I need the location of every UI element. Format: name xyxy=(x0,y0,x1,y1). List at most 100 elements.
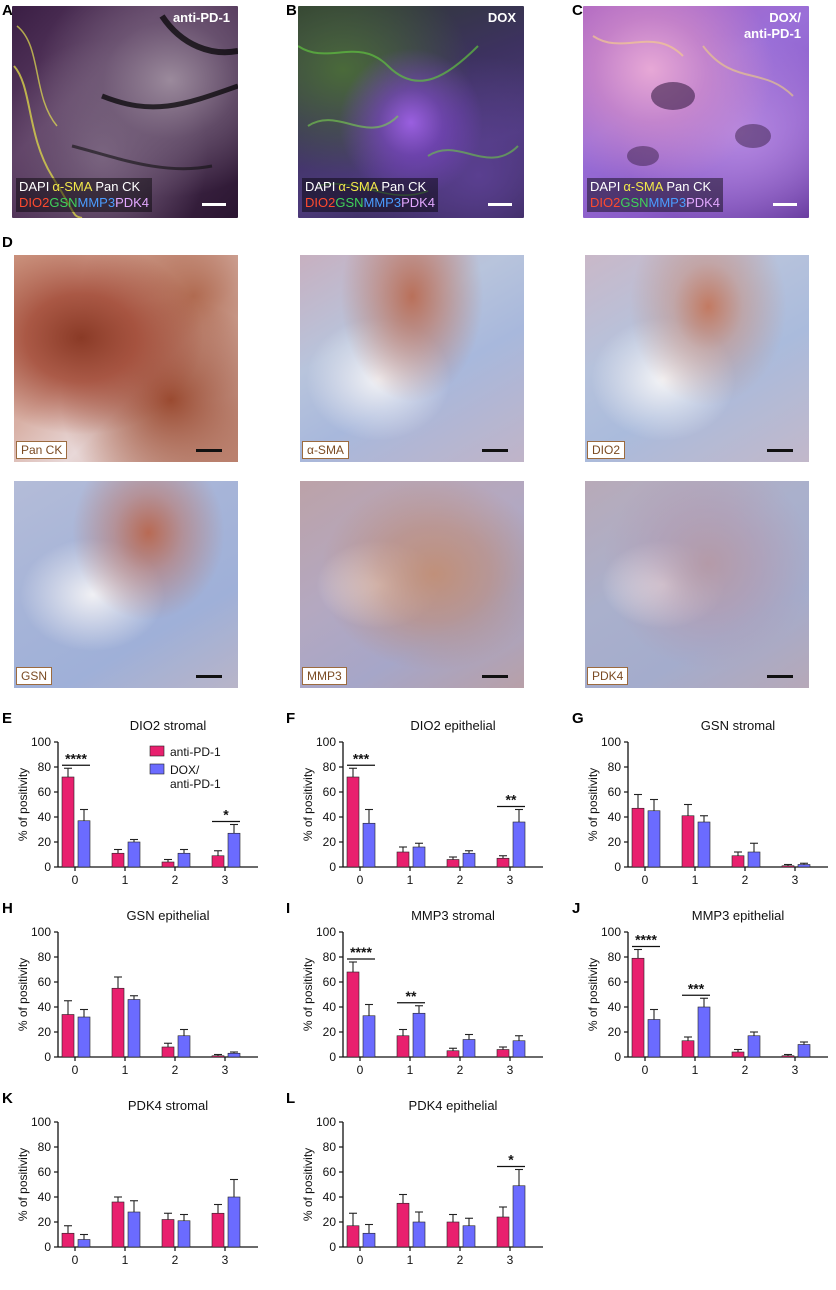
legend-label-dox-anti-pd1: anti-PD-1 xyxy=(170,777,221,791)
significance-stars: *** xyxy=(353,750,370,766)
panel-letter-i: I xyxy=(286,900,291,917)
legend-mmp3: MMP3 xyxy=(77,195,116,210)
x-tick-label: 0 xyxy=(72,1253,79,1267)
bar xyxy=(647,1019,661,1058)
chart-svg: DIO2 epithelial% of positivity0204060801… xyxy=(301,718,543,887)
bar xyxy=(412,846,426,868)
y-tick-label: 40 xyxy=(38,1190,52,1204)
bar xyxy=(731,855,745,868)
bar xyxy=(462,1039,476,1058)
y-tick-label: 0 xyxy=(44,1240,51,1254)
y-tick-label: 100 xyxy=(31,735,51,749)
y-tick-label: 60 xyxy=(608,975,622,989)
scale-bar xyxy=(196,449,222,452)
bar xyxy=(412,1221,426,1248)
bar xyxy=(781,1055,795,1058)
y-axis-label: % of positivity xyxy=(586,958,600,1031)
panel-letter-j: J xyxy=(572,900,581,917)
bar xyxy=(647,810,661,868)
y-tick-label: 100 xyxy=(31,925,51,939)
significance-stars: * xyxy=(508,1152,514,1168)
x-tick-label: 1 xyxy=(122,873,129,887)
y-tick-label: 0 xyxy=(329,1050,336,1064)
y-tick-label: 40 xyxy=(323,810,337,824)
bar xyxy=(211,855,225,868)
y-tick-label: 80 xyxy=(323,760,337,774)
legend-dapi: DAPI xyxy=(19,179,50,194)
ihc-image-asma: α-SMA xyxy=(300,255,524,462)
chart-svg: GSN epithelial% of positivity02040608010… xyxy=(16,908,258,1077)
ihc-image-dio2: DIO2 xyxy=(585,255,809,462)
scale-bar xyxy=(488,203,512,206)
chart-title: PDK4 epithelial xyxy=(409,1098,498,1113)
y-tick-label: 100 xyxy=(601,735,621,749)
x-tick-label: 0 xyxy=(642,873,649,887)
chart-svg: PDK4 stromal % of positivity 0 20 40 60 80 100 0… xyxy=(16,1098,258,1267)
bar xyxy=(446,859,460,868)
bar xyxy=(227,1052,241,1058)
bar xyxy=(512,1040,526,1058)
legend-dapi: DAPI xyxy=(590,179,621,194)
bar xyxy=(127,1211,141,1248)
bar xyxy=(111,1201,125,1248)
ihc-label-pan-ck: Pan CK xyxy=(16,441,68,459)
bar xyxy=(161,1219,175,1248)
x-tick-label: 2 xyxy=(457,873,464,887)
y-tick-label: 60 xyxy=(323,975,337,989)
fluorescence-image-dox: DOX DAPI α-SMA Pan CK DIO2GSNMMP3PDK4 xyxy=(298,6,524,218)
x-tick-label: 1 xyxy=(122,1063,129,1077)
y-tick-label: 60 xyxy=(38,1165,52,1179)
bar xyxy=(747,851,761,868)
y-tick-label: 100 xyxy=(316,925,336,939)
chart-title: MMP3 stromal xyxy=(411,908,495,923)
bar xyxy=(446,1221,460,1248)
chart-title: MMP3 epithelial xyxy=(692,908,785,923)
y-tick-label: 60 xyxy=(608,785,622,799)
bar xyxy=(77,1239,91,1248)
y-tick-label: 80 xyxy=(608,760,622,774)
bar xyxy=(362,822,376,868)
bar xyxy=(77,1016,91,1058)
bar xyxy=(412,1012,426,1058)
x-tick-label: 2 xyxy=(172,1063,179,1077)
y-axis-label: % of positivity xyxy=(301,958,315,1031)
fluo-title-anti-pd1: anti-PD-1 xyxy=(172,10,230,25)
y-tick-label: 0 xyxy=(614,1050,621,1064)
panel-letter-k: K xyxy=(2,1090,13,1107)
legend-dio2: DIO2 xyxy=(19,195,50,210)
bar xyxy=(127,841,141,868)
scale-bar xyxy=(202,203,226,206)
bar xyxy=(681,815,695,868)
chart-title: DIO2 stromal xyxy=(130,718,207,733)
y-tick-label: 60 xyxy=(38,975,52,989)
panel-letter-h: H xyxy=(2,900,13,917)
bar xyxy=(111,852,125,868)
scale-bar xyxy=(196,675,222,678)
bar xyxy=(731,1051,745,1058)
bar xyxy=(496,857,510,868)
y-tick-label: 20 xyxy=(38,1215,52,1229)
x-tick-label: 3 xyxy=(507,1063,514,1077)
bar xyxy=(631,957,645,1058)
y-tick-label: 80 xyxy=(38,950,52,964)
x-tick-label: 2 xyxy=(742,873,749,887)
y-tick-label: 20 xyxy=(608,835,622,849)
legend-panck: Pan CK xyxy=(95,179,141,194)
x-tick-label: 1 xyxy=(407,1063,414,1077)
bar xyxy=(631,807,645,868)
bar xyxy=(111,987,125,1058)
x-tick-label: 2 xyxy=(457,1253,464,1267)
bar xyxy=(697,1006,711,1058)
y-tick-label: 100 xyxy=(316,735,336,749)
bar xyxy=(61,1232,75,1248)
legend-asma: α-SMA xyxy=(623,179,664,194)
y-tick-label: 20 xyxy=(38,1025,52,1039)
y-tick-label: 40 xyxy=(608,810,622,824)
panel-letter-f: F xyxy=(286,710,296,727)
bar xyxy=(177,1035,191,1058)
y-tick-label: 20 xyxy=(38,835,52,849)
y-axis-label: % of positivity xyxy=(301,1148,315,1221)
bar xyxy=(211,1055,225,1058)
ihc-image-gsn: GSN xyxy=(14,481,238,688)
y-tick-label: 0 xyxy=(44,860,51,874)
